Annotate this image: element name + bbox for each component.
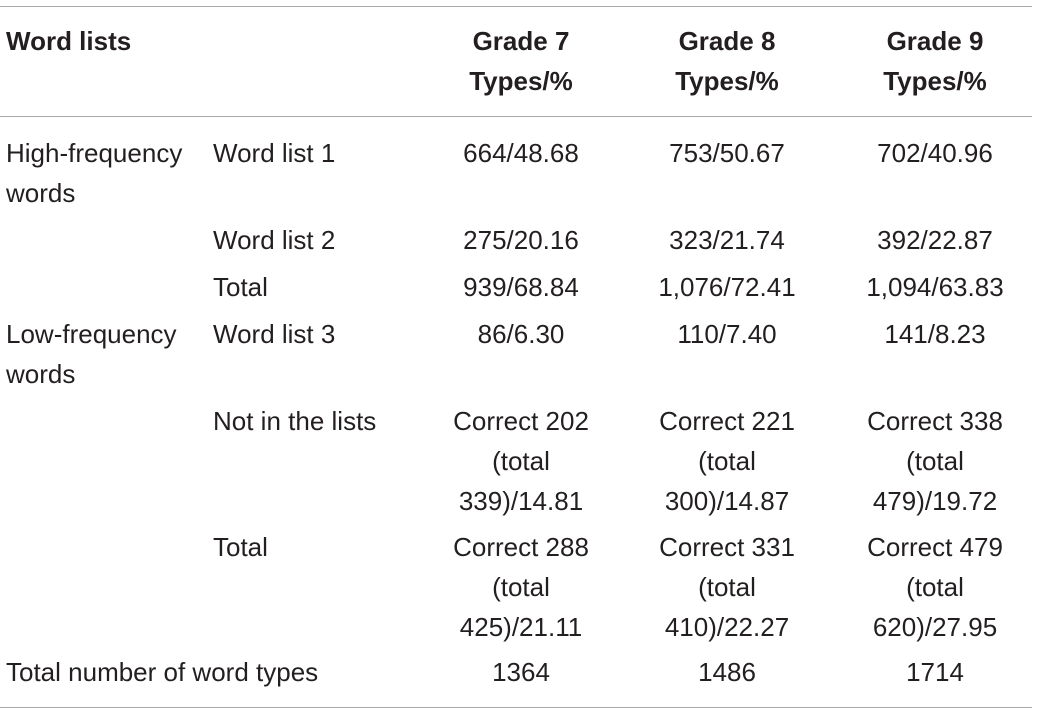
row-sub-word-list-3: Word list 3 (213, 319, 336, 349)
cell-line: (total (906, 572, 964, 602)
cell-g7: 939/68.84 (463, 272, 579, 302)
header-grade-7-unit: Types/% (469, 66, 573, 96)
cell-line: Correct 202 (453, 406, 589, 436)
cell-g8: 753/50.67 (669, 138, 785, 168)
cell-line: Correct 221 (659, 406, 795, 436)
cell-g8: 323/21.74 (669, 225, 785, 255)
header-grade-8: Grade 8 Types/% (624, 21, 830, 101)
row-sub-total-low: Total (213, 532, 268, 562)
row-sub-word-list-1: Word list 1 (213, 138, 336, 168)
cell-line: Correct 331 (659, 532, 795, 562)
cell-line: 620)/27.95 (872, 612, 998, 642)
footer-g8: 1486 (698, 657, 756, 687)
header-grade-8-title: Grade 8 (678, 26, 776, 56)
row-category-line: High-frequency (6, 138, 183, 168)
row-category-line: words (6, 178, 76, 208)
cell-g8: 1,076/72.41 (658, 272, 796, 302)
table-header-rule (0, 116, 1032, 117)
cell-g9: 702/40.96 (877, 138, 993, 168)
cell-g9: 392/22.87 (877, 225, 993, 255)
cell-line: (total (492, 572, 550, 602)
cell-g9: 141/8.23 (884, 319, 986, 349)
cell-g9: Correct 479 (total 620)/27.95 (830, 527, 1039, 647)
cell-line: 339)/14.81 (458, 486, 584, 516)
footer-g7: 1364 (492, 657, 550, 687)
cell-g8: Correct 331 (total 410)/22.27 (624, 527, 830, 647)
row-sub-total-high: Total (213, 272, 268, 302)
row-sub-not-in-lists: Not in the lists (213, 406, 377, 436)
cell-g7: 664/48.68 (463, 138, 579, 168)
header-grade-7-title: Grade 7 (472, 26, 570, 56)
row-sub-word-list-2: Word list 2 (213, 225, 336, 255)
cell-line: 300)/14.87 (664, 486, 790, 516)
cell-line: 410)/22.27 (664, 612, 790, 642)
cell-g9: Correct 338 (total 479)/19.72 (830, 401, 1039, 521)
cell-g9: 1,094/63.83 (866, 272, 1004, 302)
cell-line: Correct 479 (867, 532, 1003, 562)
row-category-line: Low-frequency (6, 319, 177, 349)
cell-line: (total (698, 446, 756, 476)
cell-g7: Correct 288 (total 425)/21.11 (418, 527, 624, 647)
cell-line: 425)/21.11 (459, 612, 583, 642)
cell-line: (total (906, 446, 964, 476)
footer-total-label: Total number of word types (6, 657, 319, 687)
header-grade-9-title: Grade 9 (886, 26, 984, 56)
header-grade-8-unit: Types/% (675, 66, 779, 96)
cell-line: (total (492, 446, 550, 476)
cell-g7: 86/6.30 (477, 319, 565, 349)
footer-g9: 1714 (906, 657, 964, 687)
cell-g7: 275/20.16 (463, 225, 579, 255)
cell-line: Correct 338 (867, 406, 1003, 436)
cell-g7: Correct 202 (total 339)/14.81 (418, 401, 624, 521)
row-category-line: words (6, 359, 76, 389)
table-top-rule (0, 6, 1032, 7)
row-category-low-frequency: Low-frequency words (6, 314, 177, 394)
cell-line: 479)/19.72 (872, 486, 998, 516)
header-word-lists: Word lists (6, 26, 132, 56)
cell-g8: Correct 221 (total 300)/14.87 (624, 401, 830, 521)
header-grade-9-unit: Types/% (883, 66, 987, 96)
cell-line: (total (698, 572, 756, 602)
cell-line: Correct 288 (453, 532, 589, 562)
table-bottom-rule (0, 707, 1032, 708)
row-category-high-frequency: High-frequency words (6, 133, 182, 213)
cell-g8: 110/7.40 (677, 319, 777, 349)
header-grade-9: Grade 9 Types/% (830, 21, 1039, 101)
header-grade-7: Grade 7 Types/% (418, 21, 624, 101)
